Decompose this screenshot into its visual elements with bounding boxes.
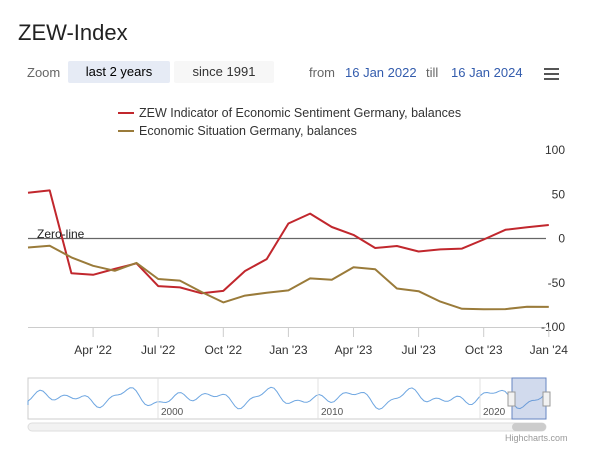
x-tick-label: Oct '23 — [465, 343, 503, 357]
y-tick-label: 0 — [558, 232, 565, 246]
chart-title: ZEW-Index — [18, 20, 128, 45]
from-date-input[interactable]: 16 Jan 2022 — [345, 65, 417, 80]
hamburger-menu-icon[interactable] — [544, 68, 559, 83]
legend-item-sentiment[interactable]: ZEW Indicator of Economic Sentiment Germ… — [118, 104, 461, 122]
legend-label-sentiment: ZEW Indicator of Economic Sentiment Germ… — [139, 106, 462, 120]
x-tick-label: Jan '23 — [269, 343, 308, 357]
navigator-year-label: 2020 — [483, 407, 506, 418]
scrollbar-thumb[interactable] — [512, 423, 546, 431]
zoom-since-1991-button[interactable]: since 1991 — [174, 61, 274, 83]
grid — [28, 237, 546, 328]
navigator-left-handle[interactable] — [507, 391, 516, 407]
navigator-frame — [27, 377, 547, 420]
scrollbar-track[interactable] — [27, 422, 547, 432]
legend-swatch-sentiment — [118, 112, 134, 114]
zero-line-label: Zero-line — [37, 227, 85, 241]
legend-label-situation: Economic Situation Germany, balances — [139, 124, 357, 138]
series-line-0[interactable] — [27, 189, 549, 295]
navigator-year-label: 2000 — [161, 407, 184, 418]
zoom-label: Zoom — [27, 65, 61, 80]
x-tick-label: Apr '22 — [74, 343, 112, 357]
x-tick-label: Oct '22 — [204, 343, 242, 357]
navigator[interactable]: 2000 2010 2020 — [27, 377, 551, 432]
credits-link[interactable]: Highcharts.com — [505, 433, 568, 443]
navigator-right-handle[interactable] — [542, 391, 551, 407]
series-lines — [27, 189, 549, 311]
zoom-last-2-years-button[interactable]: last 2 years — [68, 61, 170, 83]
x-tick-label: Jan '24 — [530, 343, 569, 357]
navigator-series — [27, 386, 545, 410]
from-label: from — [309, 65, 335, 80]
x-tick-label: Jul '23 — [401, 343, 436, 357]
axis-ticks: 100 50 0 -50 -100 Apr '22 Jul '22 Oct '22 Jan '2… — [74, 143, 568, 357]
x-tick-label: Jul '22 — [141, 343, 176, 357]
till-label: till — [426, 65, 439, 80]
series-line-1[interactable] — [27, 244, 549, 311]
navigator-selection[interactable] — [511, 377, 547, 420]
range-selector: Zoom last 2 years since 1991 from 16 Jan… — [0, 60, 600, 86]
legend-swatch-situation — [118, 130, 134, 132]
y-tick-label: 50 — [552, 187, 566, 201]
y-tick-label: -100 — [541, 320, 565, 334]
till-date-input[interactable]: 16 Jan 2024 — [451, 65, 523, 80]
x-tick-label: Apr '23 — [335, 343, 373, 357]
y-tick-label: -50 — [548, 276, 566, 290]
navigator-year-label: 2010 — [321, 407, 344, 418]
y-tick-label: 100 — [545, 143, 565, 157]
legend-item-situation[interactable]: Economic Situation Germany, balances — [118, 122, 461, 140]
legend: ZEW Indicator of Economic Sentiment Germ… — [118, 104, 461, 140]
